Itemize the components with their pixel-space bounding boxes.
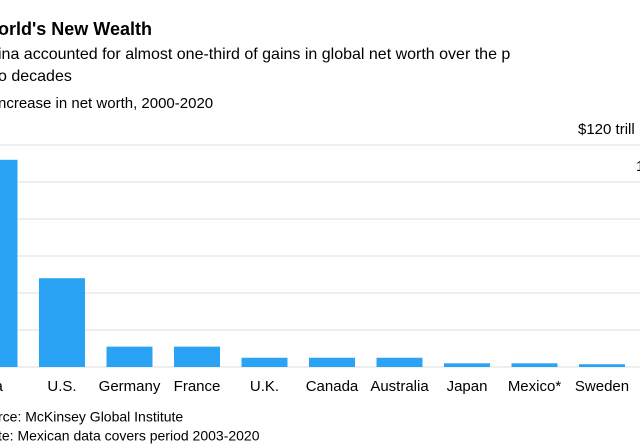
source: rce: McKinsey Global Institute	[0, 409, 183, 425]
x-tick-label: na	[0, 378, 3, 395]
chart-title: orld's New Wealth	[0, 19, 152, 39]
x-tick-label: Japan	[447, 378, 488, 395]
bar	[579, 364, 625, 367]
bar	[511, 363, 558, 367]
x-tick-label: U.K.	[250, 378, 279, 395]
bar	[0, 159, 18, 367]
bar	[174, 346, 220, 367]
x-tick-label: Australia	[370, 378, 429, 395]
y-axis-label: ncrease in net worth, 2000-2020	[0, 95, 213, 112]
y-tick-label: $120 trill	[578, 121, 635, 138]
x-tick-label: France	[174, 378, 221, 395]
x-tick-label: Mexico*	[508, 378, 562, 395]
note: te: Mexican data covers period 2003-2020	[0, 428, 260, 444]
bar	[309, 357, 355, 367]
subtitle-line: o decades	[0, 68, 72, 85]
bar	[444, 363, 490, 367]
subtitle-line: ina accounted for almost one-third of ga…	[0, 46, 510, 63]
x-tick-label: U.S.	[47, 378, 76, 395]
x-tick-label: Germany	[99, 378, 161, 395]
x-tick-label: Sweden	[575, 378, 629, 395]
bar	[376, 357, 423, 367]
y-tick-label: 1	[636, 158, 640, 175]
bar	[39, 278, 85, 367]
bar	[241, 357, 288, 367]
x-tick-label: Canada	[306, 378, 359, 395]
bar	[106, 346, 153, 367]
